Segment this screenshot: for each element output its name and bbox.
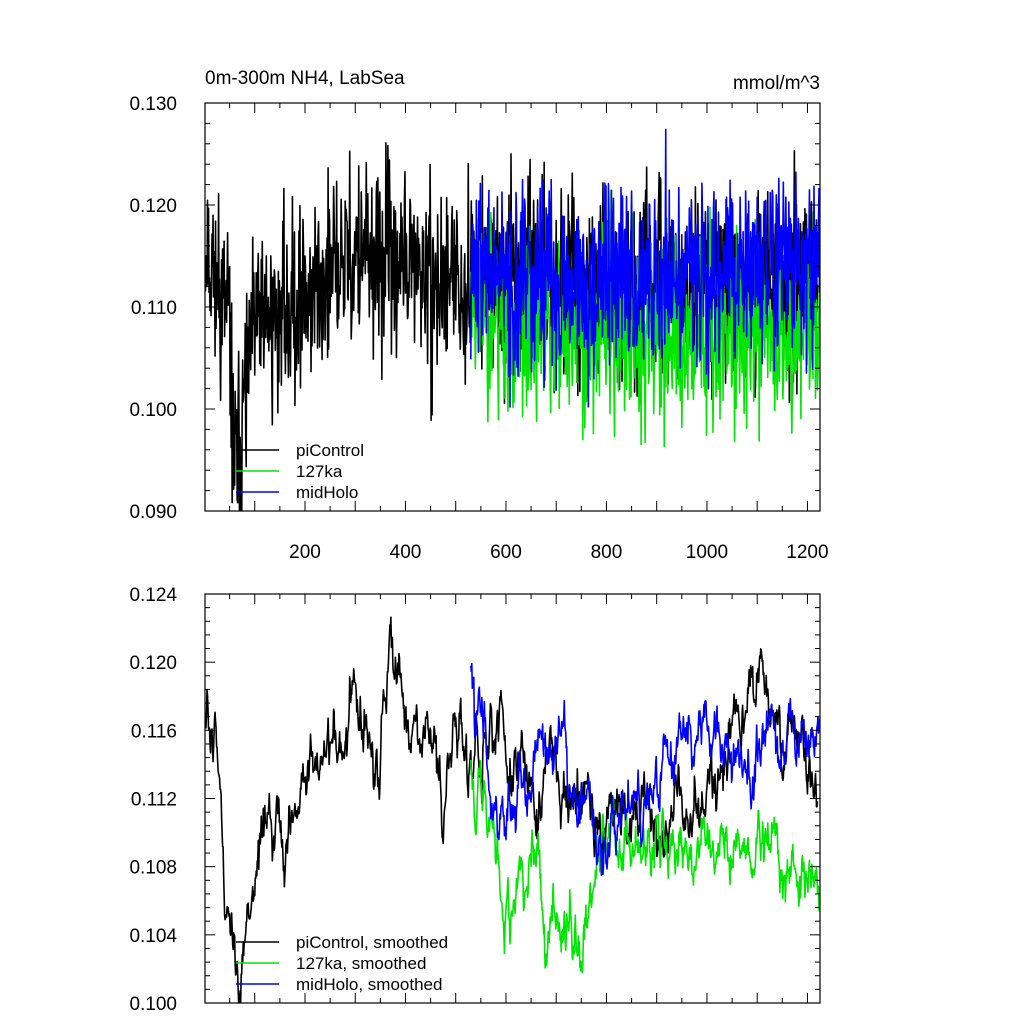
series-group — [205, 616, 820, 1003]
y-tick-label: 0.110 — [131, 298, 177, 319]
legend-label: 127ka, smoothed — [296, 954, 426, 973]
chart-top: 0m-300m NH4, LabSea mmol/m^3 0.090 0.100 0.1… — [129, 68, 828, 563]
y-tick-label: 0.120 — [129, 653, 177, 674]
y-tick-label: 0.112 — [131, 790, 177, 811]
x-tick-label: 1000 — [686, 542, 728, 563]
series-group — [205, 128, 820, 511]
y-tick-label: 0.116 — [131, 721, 177, 742]
x-tick-label: 600 — [490, 542, 522, 563]
x-tick-label: 200 — [289, 542, 321, 563]
x-tick-label: 800 — [591, 542, 623, 563]
legend-label: piControl, smoothed — [296, 933, 448, 952]
y-tick-label: 0.124 — [129, 585, 177, 606]
y-tick-label: 0.090 — [129, 502, 177, 523]
series-line-midholo-smoothed — [470, 662, 820, 877]
y-tick-label: 0.108 — [129, 858, 177, 879]
chart-bottom: 0.100 0.104 0.108 0.112 0.116 0.120 0.124 piCon… — [129, 585, 821, 1015]
y-tick-label: 0.130 — [129, 94, 177, 115]
legend-label: 127ka — [296, 462, 343, 481]
y-tick-label: 0.120 — [129, 196, 177, 217]
series-line-midholo — [470, 128, 820, 408]
legend: piControl, smoothed 127ka, smoothed midHol… — [236, 933, 448, 994]
series-line-picontrol-smoothed — [205, 616, 819, 1003]
legend-label: midHolo — [296, 483, 358, 502]
x-tick-label: 400 — [390, 542, 422, 563]
chart-title: 0m-300m NH4, LabSea — [205, 68, 405, 89]
y-tick-label: 0.100 — [129, 400, 177, 421]
y-tick-label: 0.104 — [129, 926, 177, 947]
x-tick-label: 1200 — [786, 542, 828, 563]
units-label: mmol/m^3 — [733, 73, 820, 94]
legend-label: midHolo, smoothed — [296, 975, 442, 994]
legend: piControl 127ka midHolo — [236, 441, 364, 502]
series-line-127ka-smoothed — [470, 759, 820, 974]
y-tick-label: 0.100 — [129, 994, 177, 1015]
legend-label: piControl — [296, 441, 364, 460]
